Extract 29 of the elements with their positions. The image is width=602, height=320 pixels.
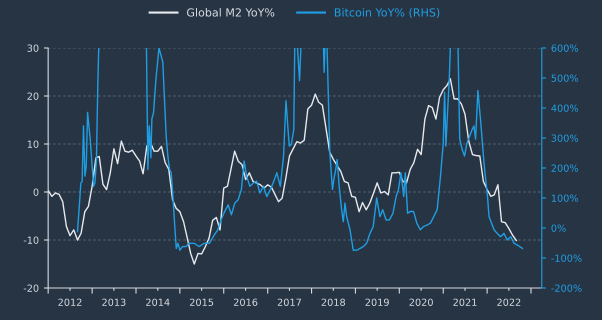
line-series xyxy=(48,78,518,265)
y2-tick-label: 600% xyxy=(552,44,578,52)
y-tick-label: 30 xyxy=(28,44,38,52)
x-tick-label: 2022 xyxy=(497,298,520,306)
y2-tick-label: 200% xyxy=(552,164,578,172)
y2-tick-label: 400% xyxy=(551,104,578,112)
x-tick-label: 2017 xyxy=(278,298,301,306)
x-tick-label: 2021 xyxy=(453,298,476,306)
legend-label: Bitcoin YoY% (RHS) xyxy=(334,8,440,18)
y2-tick-label: -200% xyxy=(551,284,582,292)
x-tick-label: 2014 xyxy=(146,298,170,306)
y2-tick-label: 300% xyxy=(552,134,578,142)
x-tick-label: 2019 xyxy=(366,298,389,306)
y-tick-label: 20 xyxy=(27,92,38,100)
y-tick-label: -10 xyxy=(24,236,38,244)
y-tick-label: -20 xyxy=(24,284,38,292)
y-tick-label: 10 xyxy=(28,140,38,148)
x-tick-label: 2013 xyxy=(102,298,126,306)
y-tick-label: 0 xyxy=(34,188,38,196)
x-tick-label: 2015 xyxy=(190,298,214,306)
x-tick-label: 2020 xyxy=(409,298,433,306)
y2-tick-label: 100% xyxy=(552,194,578,202)
y2-tick-label: 0% xyxy=(551,224,566,232)
x-tick-label: 2018 xyxy=(322,298,346,306)
x-tick-label: 2016 xyxy=(234,298,258,306)
x-tick-label: 2012 xyxy=(58,298,82,306)
y2-tick-label: 500% xyxy=(552,74,578,82)
legend-label: Global M2 YoY% xyxy=(186,8,274,17)
y2-tick-label: -100% xyxy=(551,254,582,262)
